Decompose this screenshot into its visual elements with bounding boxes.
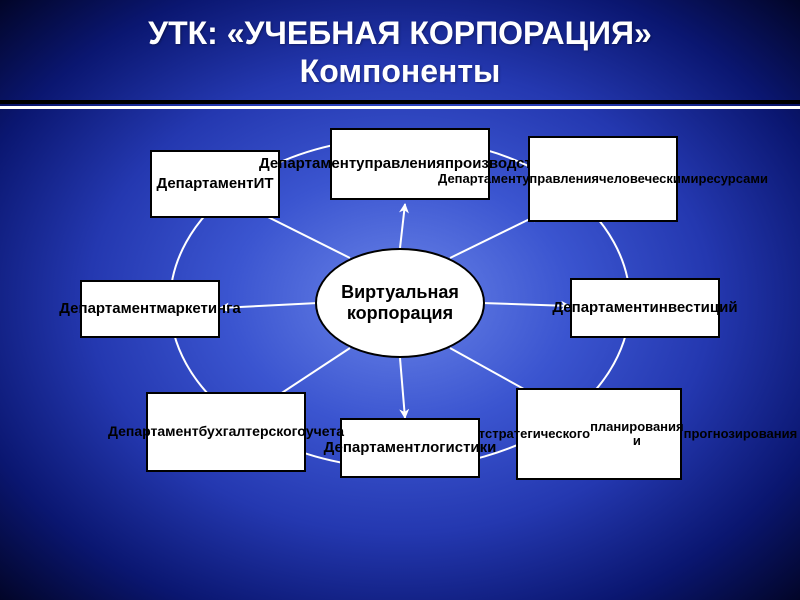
- node-strat: Департаментстратегическогопланирования и…: [516, 388, 682, 480]
- title-wrap: УТК: «УЧЕБНАЯ КОРПОРАЦИЯ» Компоненты: [0, 14, 800, 91]
- node-acc: Департаментбухгалтерскогоучета: [146, 392, 306, 472]
- node-invest: Департаментинвестиций: [570, 278, 720, 338]
- node-hr: Департаментуправлениячеловеческимиресурс…: [528, 136, 678, 222]
- node-log: Департаментлогистики: [340, 418, 480, 478]
- title-line1: УТК: «УЧЕБНАЯ КОРПОРАЦИЯ»: [148, 15, 652, 51]
- divider-dark: [0, 100, 800, 104]
- center-node: Виртуальная корпорация: [315, 248, 485, 358]
- slide: УТК: «УЧЕБНАЯ КОРПОРАЦИЯ» Компоненты Вир…: [0, 0, 800, 600]
- title-line2: Компоненты: [0, 52, 800, 90]
- divider-light: [0, 106, 800, 109]
- diagram: Виртуальная корпорацияДепартаментИТДепар…: [50, 118, 750, 578]
- slide-title: УТК: «УЧЕБНАЯ КОРПОРАЦИЯ» Компоненты: [0, 14, 800, 91]
- node-mkt: Департаментмаркетинга: [80, 280, 220, 338]
- node-prod: Департаментуправленияпроизводством: [330, 128, 490, 200]
